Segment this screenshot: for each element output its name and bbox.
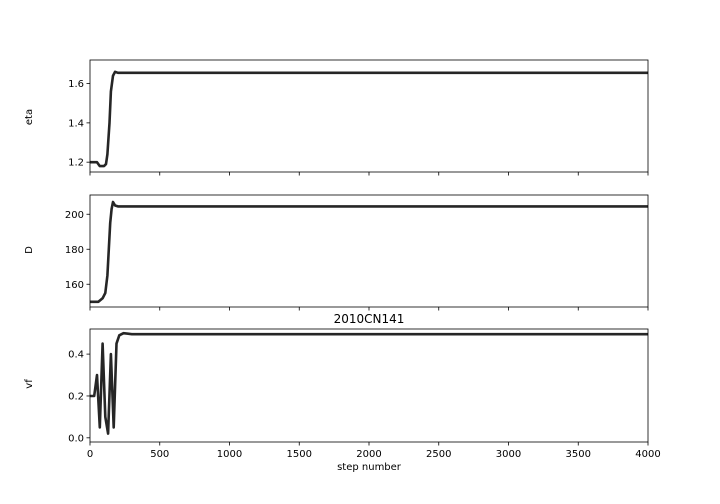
axes-frame-D (89, 194, 649, 308)
lines-D (90, 200, 648, 304)
xticks-vf: 0 500 1000 1500 2000 2500 3000 3500 4000 (87, 442, 661, 460)
ytick-label: 0.2 (68, 391, 84, 402)
yticks-D: 160 180 200 (65, 210, 90, 291)
yticks-eta: 1.2 1.4 1.6 (68, 79, 90, 169)
xticks-eta (89, 172, 649, 176)
ytick-label: 160 (65, 280, 84, 291)
lines-eta (90, 70, 648, 168)
xtick-label: 500 (150, 449, 169, 460)
ylabel-D: D (24, 246, 35, 254)
trace-line-vf (90, 331, 648, 435)
panel-eta: eta 1.2 1.4 1.6 (24, 59, 649, 176)
chart-title: 2010CN141 (334, 312, 405, 326)
xticks-D (89, 307, 649, 311)
ytick-label: 200 (65, 210, 84, 221)
axes-frame-eta (89, 59, 649, 173)
ytick-label: 0.0 (68, 433, 84, 444)
xtick-label: 1000 (217, 449, 242, 460)
xtick-label: 3000 (496, 449, 521, 460)
ylabel-vf: vf (24, 379, 35, 389)
ytick-label: 1.6 (68, 79, 84, 90)
xtick-label: 1500 (287, 449, 312, 460)
trace-line-eta (90, 70, 648, 168)
panel-D: D 160 180 200 (24, 194, 649, 311)
xtick-label: 0 (87, 449, 93, 460)
xtick-label: 4000 (635, 449, 660, 460)
yticks-vf: 0.0 0.2 0.4 (68, 350, 90, 444)
xtick-label: 2500 (426, 449, 451, 460)
xtick-label: 2000 (356, 449, 381, 460)
panel-vf: 2010CN141 vf 0.0 0.2 0.4 0 500 1000 1500 2000 2… (24, 312, 661, 473)
ytick-label: 180 (65, 245, 84, 256)
x-axis-label: step number (337, 462, 402, 473)
ylabel-eta: eta (24, 109, 35, 125)
lines-vf (90, 331, 648, 435)
xtick-label: 3500 (566, 449, 591, 460)
axes-frame-vf (89, 328, 649, 443)
trace-line-D (90, 200, 648, 304)
ytick-label: 1.4 (68, 118, 84, 129)
ytick-label: 0.4 (68, 350, 84, 361)
ytick-label: 1.2 (68, 158, 84, 169)
